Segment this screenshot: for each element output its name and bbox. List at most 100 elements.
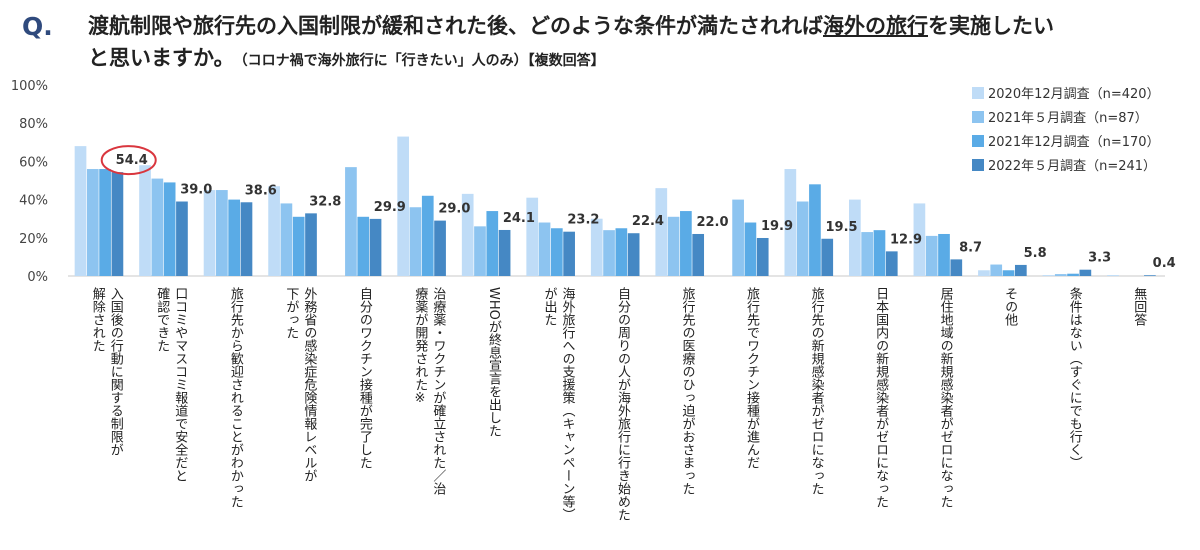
data-label: 19.9 xyxy=(761,219,793,234)
category-label: その他 xyxy=(1002,287,1018,327)
bar xyxy=(486,211,499,276)
bar xyxy=(667,216,680,276)
chart-title: 渡航制限や旅行先の入国制限が緩和された後、どのような条件が満たされれば海外の旅行… xyxy=(88,10,1188,77)
category-label-line: 海外旅行への支援策（キャンペーン等） xyxy=(559,287,575,521)
title-underlined: 海外の旅行 xyxy=(823,14,928,38)
bar xyxy=(873,230,886,276)
bar xyxy=(111,172,124,276)
category-label: 口コミやマスコミ報道で安全だと確認できた xyxy=(154,286,188,482)
category-label: 旅行先でワクチン接種が進んだ xyxy=(744,287,760,469)
bar xyxy=(784,169,797,276)
category-label-line: 旅行先から歓迎されることがわかった xyxy=(228,287,244,508)
category-label: 自分の周りの人が海外旅行に行き始めた xyxy=(615,287,631,521)
category-label-line: 条件はない（すぐにでも行く） xyxy=(1067,286,1083,469)
data-label: 32.8 xyxy=(309,194,341,209)
bar xyxy=(978,270,990,276)
category-label: 外務省の感染症危険情報レベルが下がった xyxy=(283,287,317,482)
category-label-line: 旅行先の医療のひっ迫がおさまった xyxy=(680,287,696,495)
bar xyxy=(357,216,370,276)
category-label-line: 下がった xyxy=(283,287,299,339)
bar xyxy=(139,165,151,276)
legend-label: 2021年12月調査（n=170） xyxy=(988,135,1160,150)
category-label-line: 居住地域の新規感染者がゼロになった xyxy=(938,287,954,508)
bar xyxy=(538,222,551,276)
bar xyxy=(216,190,228,276)
bar xyxy=(526,197,539,276)
data-label: 23.2 xyxy=(567,213,599,228)
bar xyxy=(1042,275,1055,276)
bar xyxy=(240,202,253,276)
category-label-line: その他 xyxy=(1002,287,1018,327)
category-label: 居住地域の新規感染者がゼロになった xyxy=(938,287,954,508)
bar xyxy=(885,251,898,276)
category-label: 旅行先の新規感染者がゼロになった xyxy=(809,287,825,495)
bar xyxy=(292,216,305,276)
bar xyxy=(421,195,434,276)
bar xyxy=(913,203,926,276)
legend-label: 2021年５月調査（n=87） xyxy=(988,111,1148,126)
bar xyxy=(925,235,938,276)
bar xyxy=(498,229,511,276)
y-tick-label: 60% xyxy=(19,155,48,170)
category-label: 旅行先の医療のひっ迫がおさまった xyxy=(680,287,696,495)
category-label: 自分のワクチン接種が完了した xyxy=(357,287,373,469)
bar xyxy=(680,211,692,276)
y-tick-label: 40% xyxy=(19,194,48,209)
bar xyxy=(99,169,111,276)
y-tick-label: 20% xyxy=(19,232,48,247)
data-label: 29.0 xyxy=(438,202,470,217)
legend-label: 2022年５月調査（n=241） xyxy=(988,159,1156,174)
highlight-ellipse xyxy=(100,145,157,176)
y-tick-label: 100% xyxy=(11,79,48,94)
category-label-line: 旅行先の新規感染者がゼロになった xyxy=(809,287,825,495)
data-label: 19.5 xyxy=(825,220,857,235)
category-label-line: 外務省の感染症危険情報レベルが xyxy=(301,287,317,482)
bar xyxy=(280,203,293,276)
bar xyxy=(796,201,809,276)
category-label-line: 解除された xyxy=(90,287,106,352)
bar xyxy=(74,146,87,276)
title-note: （コロナ禍で海外旅行に「行きたい」人のみ）【複数回答】 xyxy=(240,53,605,69)
data-label: 5.8 xyxy=(1024,246,1047,261)
data-label: 22.0 xyxy=(696,215,728,230)
bar xyxy=(692,233,705,276)
question-mark: Q. xyxy=(22,12,53,41)
data-label: 24.1 xyxy=(503,211,535,226)
category-label: 旅行先から歓迎されることがわかった xyxy=(228,287,244,508)
bars xyxy=(74,136,1156,276)
category-label: WHOが終息宣言を出した xyxy=(486,287,502,437)
bar xyxy=(655,188,668,276)
data-label: 29.9 xyxy=(374,200,406,215)
category-label: 入国後の行動に関する制限が解除された xyxy=(90,287,124,456)
category-label-line: 自分のワクチン接種が完了した xyxy=(357,287,373,469)
bar xyxy=(474,226,486,276)
category-label: 条件はない（すぐにでも行く） xyxy=(1067,286,1083,469)
data-label: 39.0 xyxy=(180,183,212,198)
bar xyxy=(821,238,834,276)
category-label-line: が出た xyxy=(541,287,557,326)
data-label: 54.4 xyxy=(116,153,148,168)
bar xyxy=(756,237,769,276)
bar xyxy=(603,230,615,276)
bar xyxy=(305,213,317,276)
bar xyxy=(990,264,1003,276)
bar xyxy=(268,186,280,276)
y-tick-label: 0% xyxy=(27,270,48,285)
bar xyxy=(203,190,216,276)
data-label: 0.4 xyxy=(1153,256,1176,271)
bar xyxy=(744,222,757,276)
bar xyxy=(461,193,474,276)
bar xyxy=(615,228,628,276)
bar xyxy=(345,167,357,276)
category-label: 日本国内の新規感染者がゼロになった xyxy=(873,287,889,508)
category-label: 治療薬・ワクチンが確立された／治療薬が開発された※ xyxy=(412,287,446,495)
bar xyxy=(369,218,382,276)
bar xyxy=(409,207,422,276)
category-label-line: 無回答 xyxy=(1131,287,1147,326)
bar xyxy=(861,232,874,276)
legend-swatch xyxy=(972,135,984,147)
bar xyxy=(1144,275,1156,276)
bar xyxy=(1067,273,1079,276)
category-labels: 入国後の行動に関する制限が解除された 口コミやマスコミ報道で安全だと確認できた 旅行… xyxy=(90,286,1147,521)
